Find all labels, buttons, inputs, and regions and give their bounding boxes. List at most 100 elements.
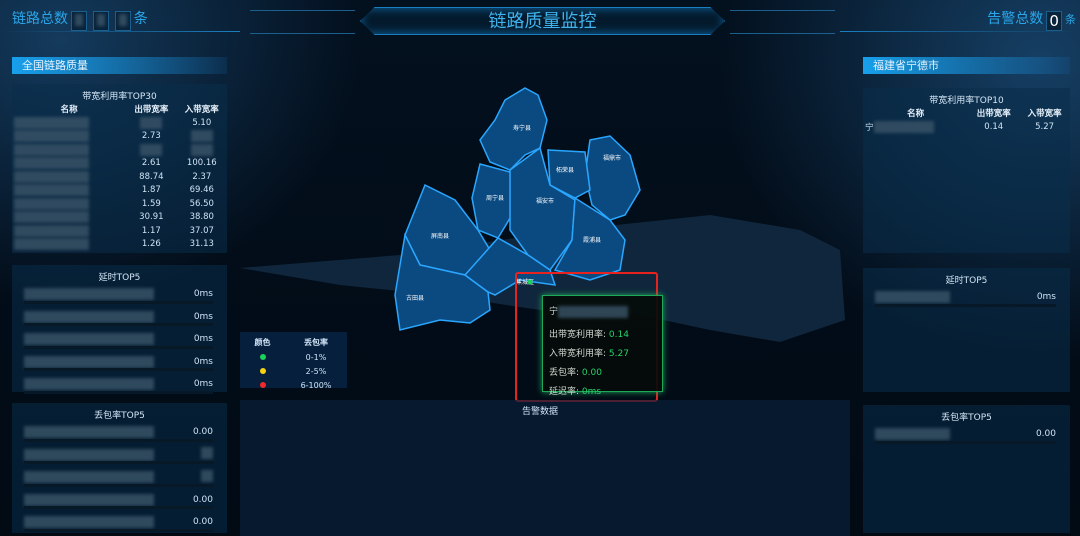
link-total-label: 链路总数	[12, 11, 68, 27]
map-region-label: 柘荣县	[556, 166, 574, 174]
out-rate: 88.74	[126, 170, 176, 184]
in-rate: 38.80	[177, 211, 227, 225]
link-name	[12, 130, 126, 144]
tooltip-loss-label: 丢包率:	[549, 367, 580, 378]
table-row[interactable]	[12, 143, 227, 157]
loss-value: 0.00	[192, 427, 213, 438]
list-item[interactable]: 0.00	[12, 421, 227, 444]
cell-value: 30.91	[139, 212, 164, 223]
tooltip-out-value: 0.14	[608, 329, 629, 340]
list-item[interactable]: 0ms	[12, 283, 227, 306]
status-dot-icon	[259, 382, 266, 388]
legend-item: 0-1%	[240, 353, 347, 362]
map-region-gutian[interactable]	[394, 232, 491, 331]
alarm-total-value: 0	[1046, 10, 1063, 31]
map-region-xiapu[interactable]	[553, 196, 626, 281]
list-item[interactable]: 0ms	[12, 306, 227, 329]
legend-swatch-cell	[240, 353, 285, 362]
loss-top5-panel: 丢包率TOP5 0.00 0.00 0.00	[12, 403, 227, 533]
link-status-dot[interactable]	[527, 279, 533, 285]
table-row[interactable]: 2.61 100.16	[12, 157, 227, 171]
in-rate: 2.37	[177, 170, 227, 184]
table-row[interactable]: 1.59 56.50	[12, 197, 227, 211]
cell-value: 5.10	[192, 117, 212, 128]
delay-top5-panel: 延时TOP5 0ms 0ms 0ms 0ms 0ms	[12, 265, 227, 394]
panel-title: 丢包率TOP5	[941, 413, 992, 423]
redacted-name	[14, 224, 89, 237]
redacted-name	[24, 448, 154, 461]
tooltip-name: 宁	[549, 307, 559, 317]
list-item[interactable]: 0ms	[12, 373, 227, 396]
cell-value: 0.14	[984, 121, 1004, 132]
table-row[interactable]: 30.91 38.80	[12, 211, 227, 225]
redacted-name	[24, 471, 154, 484]
link-name: 宁	[863, 120, 968, 134]
list-item[interactable]	[12, 466, 227, 489]
redacted-name	[875, 291, 950, 304]
redacted-name	[24, 493, 154, 506]
header-decoration-right	[730, 10, 835, 34]
out-rate: 0.14	[968, 120, 1019, 134]
table-row[interactable]: 1.87 69.46	[12, 184, 227, 198]
table-row[interactable]: 1.17 37.07	[12, 224, 227, 238]
delay-value: 0ms	[193, 334, 213, 345]
redacted-name	[14, 170, 89, 183]
cell-value: 31.13	[189, 239, 214, 250]
list-item[interactable]: 0ms	[12, 351, 227, 374]
list-item[interactable]	[12, 444, 227, 467]
tooltip-loss-value: 0.00	[581, 367, 602, 378]
legend-range: 2-5%	[305, 367, 327, 376]
in-rate: 56.50	[177, 197, 227, 211]
alarm-total-unit: 条	[1065, 13, 1076, 26]
divider	[840, 31, 1080, 32]
bandwidth-top30-panel: 带宽利用率TOP30 名称 出带宽率 入带宽率 5.10 2.73 2.61 100.16 8…	[12, 84, 227, 253]
loss-value: 0.00	[1035, 429, 1056, 440]
out-rate: 1.26	[126, 238, 176, 252]
in-rate: 5.27	[1019, 120, 1070, 134]
cell-value: 5.27	[1035, 121, 1055, 132]
cell-value: 2.37	[192, 171, 212, 182]
section-title-national: 全国链路质量	[12, 57, 227, 74]
redacted-name	[873, 121, 934, 133]
alarm-panel: 告警数据	[240, 400, 850, 536]
panel-title: 延时TOP5	[98, 273, 141, 283]
delay-value: 0ms	[193, 356, 213, 367]
redacted-name	[24, 310, 154, 323]
tooltip-out-label: 出带宽利用率:	[549, 329, 607, 340]
table-row[interactable]: 5.10	[12, 116, 227, 130]
out-rate	[126, 116, 176, 130]
legend-swatch-cell	[240, 367, 285, 376]
list-item[interactable]: 0.00	[12, 511, 227, 534]
redacted-name	[24, 378, 154, 391]
column-header: 入带宽率	[184, 105, 219, 115]
redacted-name	[14, 197, 89, 210]
list-item[interactable]: 0.00	[12, 489, 227, 512]
map-region-zherong[interactable]	[547, 149, 591, 199]
table-row[interactable]: 宁 0.14 5.27	[863, 120, 1070, 134]
redacted-name	[14, 116, 89, 129]
redacted-value	[140, 116, 163, 129]
link-name	[12, 224, 126, 238]
cell-value: 69.46	[189, 185, 214, 196]
map-region-label: 古田县	[406, 294, 424, 302]
link-name	[12, 211, 126, 225]
tooltip-in-label: 入带宽利用率:	[549, 348, 607, 359]
map-region-jiaocheng[interactable]	[463, 237, 557, 296]
list-item[interactable]: 0ms	[12, 328, 227, 351]
table-row[interactable]: 2.73	[12, 130, 227, 144]
out-rate: 2.73	[126, 130, 176, 144]
list-item[interactable]: 0ms	[863, 286, 1070, 309]
loss-value: 0.00	[192, 517, 213, 528]
list-item[interactable]: 0.00	[863, 423, 1070, 446]
map-region-fuding[interactable]	[584, 135, 641, 221]
link-total-digit	[70, 10, 87, 31]
link-name	[12, 184, 126, 198]
table-row[interactable]: 88.74 2.37	[12, 170, 227, 184]
divider	[0, 31, 240, 32]
section-title-city: 福建省宁德市	[863, 57, 1070, 74]
column-header: 入带宽率	[1027, 109, 1062, 119]
cell-value: 2.73	[141, 131, 161, 142]
delay-value: 0ms	[1036, 292, 1056, 303]
table-row[interactable]: 1.26 31.13	[12, 238, 227, 252]
